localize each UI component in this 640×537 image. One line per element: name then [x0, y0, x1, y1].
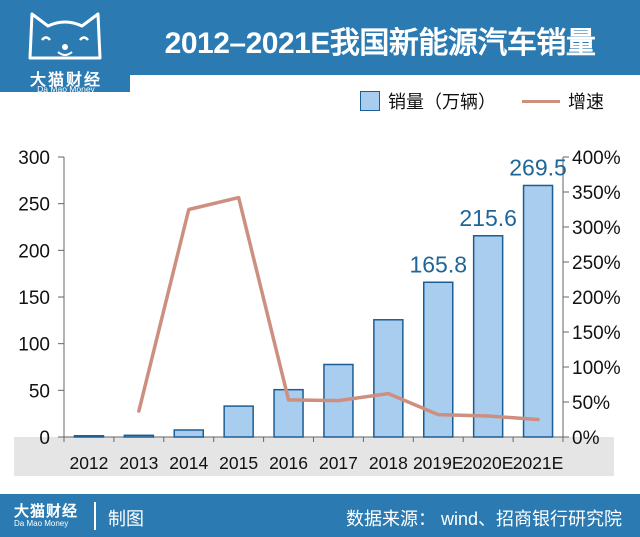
- x-tick-label: 2020E: [463, 453, 514, 473]
- y-tick-label: 100: [18, 335, 50, 356]
- growth-line: [137, 195, 540, 422]
- footer-logo-text: 大猫财经: [14, 503, 79, 520]
- logo-subtext: Da Mao Money: [37, 84, 95, 94]
- logo: 大猫财经 Da Mao Money: [0, 0, 130, 94]
- data-label: 165.8: [409, 251, 467, 277]
- legend-line-label: 增速: [568, 92, 604, 112]
- x-tick-label: 2021E: [513, 453, 564, 473]
- x-axis-band: [14, 437, 614, 476]
- footer-logo-subtext: Da Mao Money: [14, 519, 69, 528]
- footer-source: 数据来源： wind、招商银行研究院: [345, 509, 622, 529]
- x-tick-label: 2019E: [413, 453, 464, 473]
- y2-tick-label: 250%: [572, 253, 621, 274]
- legend-bar-swatch: [360, 91, 380, 111]
- bar: [373, 319, 404, 438]
- y-tick-label: 300: [18, 148, 50, 169]
- legend-line-swatch: [522, 99, 560, 103]
- y-tick-label: 50: [29, 381, 50, 402]
- data-label: 269.5: [509, 154, 567, 180]
- y-tick-label: 150: [18, 288, 50, 309]
- y2-tick-label: 50%: [572, 393, 610, 414]
- y2-tick-label: 150%: [572, 323, 621, 344]
- y-tick-label: 200: [18, 241, 50, 262]
- cat-face-icon: [28, 12, 102, 60]
- footer-divider: [94, 502, 96, 530]
- y2-tick-label: 0%: [572, 428, 600, 449]
- bar: [522, 184, 554, 438]
- x-tick-label: 2012: [69, 453, 108, 473]
- x-tick-label: 2015: [219, 453, 258, 473]
- bar: [472, 235, 504, 438]
- x-tick-label: 2014: [169, 453, 208, 473]
- chart-title: 2012–2021E我国新能源汽车销量: [164, 27, 596, 60]
- bar: [223, 405, 254, 438]
- bar: [123, 434, 155, 438]
- x-tick-label: 2017: [319, 453, 358, 473]
- y-tick-label: 250: [18, 195, 50, 216]
- y2-tick-label: 100%: [572, 358, 621, 379]
- y2-tick-label: 400%: [572, 148, 621, 169]
- data-label: 215.6: [459, 205, 517, 231]
- legend: 销量（万辆） 增速: [360, 88, 604, 114]
- y2-tick-label: 200%: [572, 288, 621, 309]
- x-tick-label: 2013: [119, 453, 158, 473]
- header: 大猫财经 Da Mao Money 2012–2021E我国新能源汽车销量: [0, 0, 640, 94]
- legend-bar-label: 销量（万辆）: [388, 92, 496, 112]
- x-tick-label: 2016: [269, 453, 308, 473]
- x-tick-label: 2018: [369, 453, 408, 473]
- bar: [73, 435, 105, 438]
- y2-tick-label: 300%: [572, 218, 621, 239]
- y2-tick-label: 350%: [572, 183, 621, 204]
- bar: [173, 429, 204, 438]
- footer-credit: 制图: [108, 509, 144, 529]
- chart: 0 50 100 150 200 250 300 0% 50% 100% 150% 200% 250% 3…: [14, 148, 621, 476]
- y-tick-label: 0: [39, 428, 50, 449]
- logo-text: 大猫财经: [29, 72, 102, 89]
- footer: 大猫财经 Da Mao Money 制图 数据来源： wind、招商银行研究院: [0, 494, 640, 537]
